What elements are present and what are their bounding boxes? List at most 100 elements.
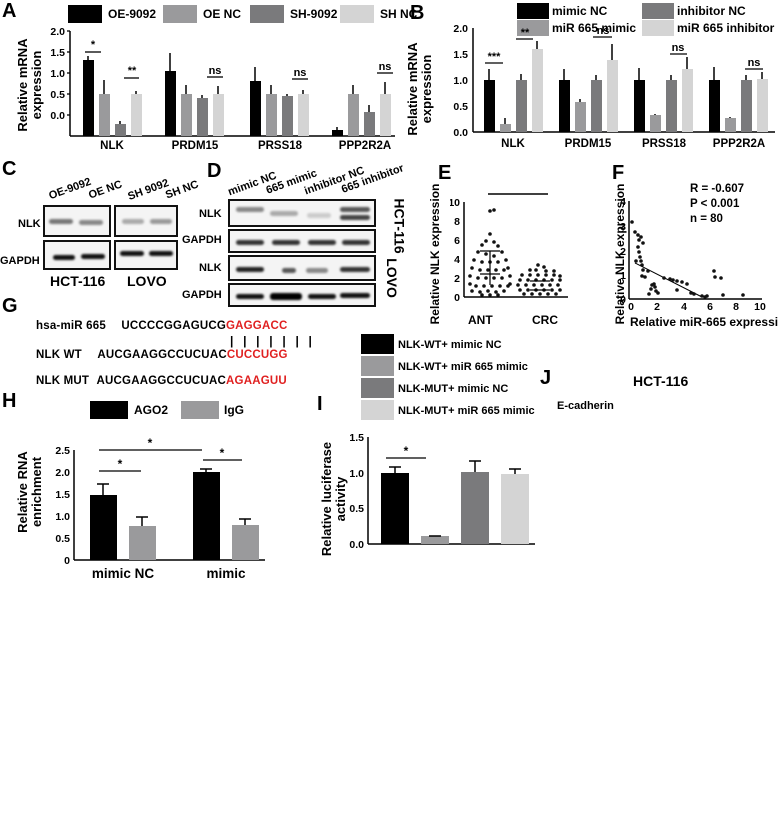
cell-line-label: LOVO	[383, 258, 400, 298]
sequence-nlk-wt: NLK WT AUCGAAGGCCUCUACCUCCUGG	[36, 349, 288, 361]
blot-c-nlk-hct116	[43, 205, 111, 237]
legend-swatch-mimicnc	[517, 3, 549, 19]
legend-label: SH-9092	[290, 7, 338, 21]
row-label: NLK	[199, 208, 222, 220]
bar-chart-a: 2.0 1.5 1.0 0.5 0.0 * **	[50, 28, 395, 152]
svg-text:2: 2	[454, 273, 460, 285]
legend-label: OE-9092	[108, 7, 157, 21]
y-axis-label-line1: Relative mRNA	[15, 38, 30, 132]
row-label: GAPDH	[182, 234, 222, 246]
svg-text:1.0: 1.0	[349, 468, 364, 480]
legend-label: inhibitor NC	[677, 4, 746, 18]
svg-text:8: 8	[733, 301, 739, 310]
sequence-black: UCCCCGGAGUCG	[121, 320, 226, 332]
blot-c-nlk-lovo	[114, 205, 178, 237]
legend-label: IgG	[224, 403, 244, 417]
row-label: GAPDH	[182, 289, 222, 301]
svg-text:ns: ns	[672, 42, 685, 54]
sequence-black: AUCGAAGGCCUCUAC	[97, 349, 227, 361]
lane-label: OE NC	[86, 178, 124, 202]
svg-text:1.0: 1.0	[453, 75, 468, 87]
sequence-black: AUCGAAGGCCUCUAC	[96, 375, 227, 387]
y-axis-label: Relative NLK expression	[428, 183, 442, 325]
panel-letter-b: B	[410, 2, 425, 24]
sequence-nlk-mut: NLK MUT AUCGAAGGCCUCUACAGAAGUU	[36, 375, 287, 387]
svg-text:ns: ns	[379, 61, 392, 73]
blot-d-nlk-lovo	[228, 255, 376, 281]
svg-text:0.0: 0.0	[453, 127, 468, 139]
svg-text:**: **	[521, 27, 530, 39]
svg-text:*: *	[220, 446, 225, 460]
svg-text:PPP2R2A: PPP2R2A	[339, 140, 391, 152]
svg-text:ns: ns	[597, 25, 610, 37]
svg-text:*: *	[404, 444, 409, 458]
legend-label: NLK-MUT+ miR 665 mimic	[398, 405, 535, 417]
svg-text:2.0: 2.0	[55, 467, 70, 479]
svg-text:NLK: NLK	[100, 140, 124, 152]
sequence-name: NLK WT	[36, 349, 82, 361]
svg-text:2.5: 2.5	[55, 445, 70, 457]
scatter-chart-e: 10 8 6 4 2 0 *	[450, 190, 568, 304]
svg-text:ns: ns	[294, 67, 307, 79]
svg-text:mimic: mimic	[206, 566, 246, 580]
svg-text:1.5: 1.5	[50, 47, 65, 59]
svg-text:0.5: 0.5	[453, 101, 468, 113]
svg-text:0.5: 0.5	[55, 533, 70, 545]
svg-text:NLK: NLK	[501, 138, 525, 150]
svg-text:6: 6	[454, 235, 460, 247]
svg-text:4: 4	[454, 254, 460, 266]
legend-label: NLK-MUT+ mimic NC	[398, 383, 509, 395]
svg-text:1: 1	[620, 270, 626, 282]
panel-letter-d: D	[207, 160, 222, 182]
sequence-seed: AGAAGUU	[226, 375, 287, 387]
panel-letter-c: C	[2, 158, 17, 180]
stat-r: R = -0.607	[690, 183, 745, 195]
svg-text:6: 6	[707, 301, 713, 310]
panel-letter-a: A	[2, 0, 17, 22]
row-label: NLK	[18, 218, 41, 230]
lane-label: OE-9092	[47, 175, 93, 203]
stat-n: n = 80	[690, 213, 723, 225]
legend-label: AGO2	[134, 403, 169, 417]
stat-p: P < 0.001	[690, 198, 740, 210]
svg-text:0: 0	[620, 294, 626, 306]
blot-d-nlk-hct116	[228, 199, 376, 227]
legend-swatch-mut-mir665	[361, 400, 394, 420]
svg-text:1.5: 1.5	[349, 432, 364, 444]
svg-text:2: 2	[654, 301, 660, 310]
panel-letter-i: I	[317, 393, 323, 415]
svg-text:PRSS18: PRSS18	[258, 140, 303, 152]
svg-text:ns: ns	[748, 57, 761, 69]
legend-swatch-igg	[181, 401, 219, 419]
legend-swatch-oenc	[163, 5, 197, 23]
y-axis-label-line1: Relative RNA	[15, 451, 30, 533]
legend-swatch-mir665mimic	[517, 20, 549, 36]
svg-text:*: *	[148, 436, 153, 450]
svg-text:3: 3	[620, 221, 626, 233]
legend-label: NLK-WT+ miR 665 mimic	[398, 361, 528, 373]
panel-letter-g: G	[2, 295, 18, 317]
svg-text:mimic NC: mimic NC	[92, 566, 155, 580]
legend-label: NLK-WT+ mimic NC	[398, 339, 502, 351]
row-label: GAPDH	[0, 255, 40, 267]
svg-text:10: 10	[450, 197, 460, 209]
y-axis-label: Relative mRNA expression	[405, 29, 434, 149]
sequence-name: NLK MUT	[36, 375, 90, 387]
y-axis-label-line1: Relative mRNA	[405, 42, 420, 136]
x-category-label: CRC	[532, 313, 558, 327]
pairing-lines: | | | | | | |	[230, 334, 316, 348]
svg-text:PPP2R2A: PPP2R2A	[713, 138, 765, 150]
svg-text:1.5: 1.5	[55, 489, 70, 501]
svg-text:2.0: 2.0	[50, 28, 65, 38]
svg-text:4: 4	[620, 196, 626, 208]
svg-text:***: ***	[488, 51, 502, 63]
legend-label: mimic NC	[552, 4, 608, 18]
legend-label: miR 665 inhibitor	[677, 21, 775, 35]
svg-text:*: *	[91, 39, 96, 51]
svg-text:PRDM15: PRDM15	[172, 140, 219, 152]
svg-text:1.5: 1.5	[453, 49, 468, 61]
blot-d-gapdh-hct116	[228, 229, 376, 253]
bar-chart-i: 1.5 1.0 0.5 0.0 *	[349, 432, 535, 550]
svg-text:0.5: 0.5	[349, 503, 364, 515]
